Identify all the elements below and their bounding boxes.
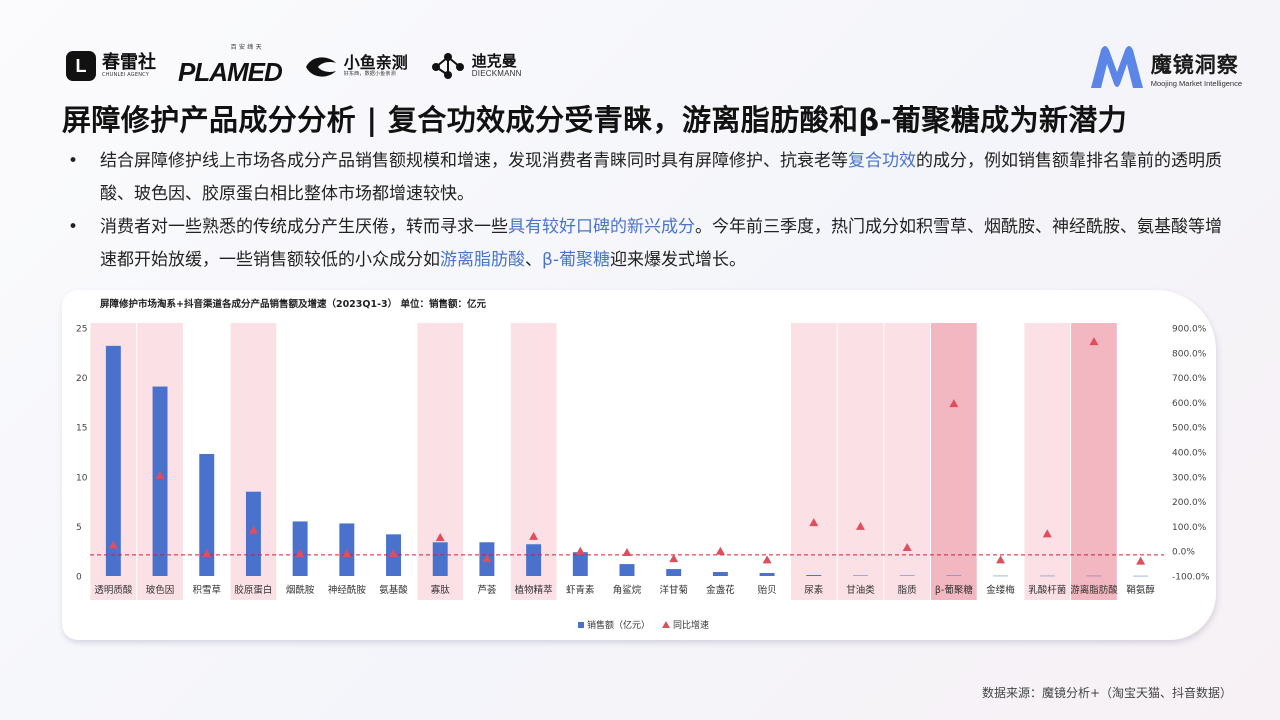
bullet-item: • 结合屏障修护线上市场各成分产品销售额规模和增速，发现消费者青睐同时具有屏障修… xyxy=(66,145,1226,211)
partner-logos: L 春雷社 CHUNLEI AGENCY 百 安 缔 天 PLAMED 小鱼亲测… xyxy=(66,44,522,87)
plamed-logo-name: PLAMED xyxy=(178,57,283,87)
bullet-text: 、 xyxy=(525,250,542,270)
chunlei-logo-sub: CHUNLEI AGENCY xyxy=(102,72,150,79)
bullet-text: 结合屏障修护线上市场各成分产品销售额规模和增速，发现消费者青睐同时具有屏障修护、… xyxy=(100,151,848,171)
chart-card xyxy=(62,290,1216,640)
xiaoyu-logo-sub: 好东西，数据小鱼亲测 xyxy=(343,71,396,78)
plamed-logo-top: 百 安 缔 天 xyxy=(230,44,262,52)
bullet-item: • 消费者对一些熟悉的传统成分产生厌倦，转而寻求一些具有较好口碑的新兴成分。今年… xyxy=(66,211,1226,277)
bullet-text: 。今年前三季度，热门成分如积雪草、烟酰胺、神经酰胺、氨基酸等增速都开始放缓，一些… xyxy=(100,217,1222,270)
bullet-highlight: 具有较好口碑的新兴成分 xyxy=(508,217,695,237)
dieckmann-logo: 迪克曼 DIECKMANN xyxy=(430,51,522,81)
bullet-text: 的成分，例如销售额靠排名靠前的透明质酸、玻色因、胶原蛋白相比整体市场都增速较快。 xyxy=(100,151,1222,204)
xiaoyu-logo: 小鱼亲测 好东西，数据小鱼亲测 xyxy=(304,53,408,79)
moojing-m-icon xyxy=(1090,46,1143,88)
chart-title: 屏障修护市场淘系+抖音渠道各成分产品销售额及增速（2023Q1-3） 单位：销售… xyxy=(100,299,486,310)
dieckmann-logo-name: 迪克曼 xyxy=(471,52,517,71)
xiaoyu-logo-name: 小鱼亲测 xyxy=(343,53,408,73)
page-title: 屏障修护产品成分分析 | 复合功效成分受青睐，游离脂肪酸和β-葡聚糖成为新潜力 xyxy=(62,103,1128,137)
moojing-brand: 魔镜洞察 Moojing Market Intelligence xyxy=(1087,44,1242,92)
bullet-list: • 结合屏障修护线上市场各成分产品销售额规模和增速，发现消费者青睐同时具有屏障修… xyxy=(66,145,1226,277)
fish-icon xyxy=(305,57,336,77)
data-source: 数据来源：魔镜分析+（淘宝天猫、抖音数据） xyxy=(981,686,1232,700)
bullet-highlight: 复合功效 xyxy=(848,151,916,171)
chunlei-logo-mark: L xyxy=(66,51,96,81)
plamed-logo: 百 安 缔 天 PLAMED xyxy=(178,44,283,87)
brand-name: 魔镜洞察 xyxy=(1150,52,1239,77)
brand-english: Moojing Market Intelligence xyxy=(1150,78,1242,88)
bullet-highlight: β-葡聚糖 xyxy=(542,250,610,270)
dieckmann-logo-sub: DIECKMANN xyxy=(471,68,522,78)
bullet-text: 迎来爆发式增长。 xyxy=(609,250,746,270)
chunlei-logo: L 春雷社 CHUNLEI AGENCY xyxy=(66,51,156,81)
bullet-dot: • xyxy=(68,151,79,171)
molecule-icon xyxy=(431,53,464,79)
chunlei-logo-name: 春雷社 xyxy=(102,52,156,74)
bullet-highlight: 游离脂肪酸 xyxy=(440,250,525,270)
bullet-text: 消费者对一些熟悉的传统成分产生厌倦，转而寻求一些 xyxy=(100,217,508,237)
bullet-dot: • xyxy=(68,217,79,237)
